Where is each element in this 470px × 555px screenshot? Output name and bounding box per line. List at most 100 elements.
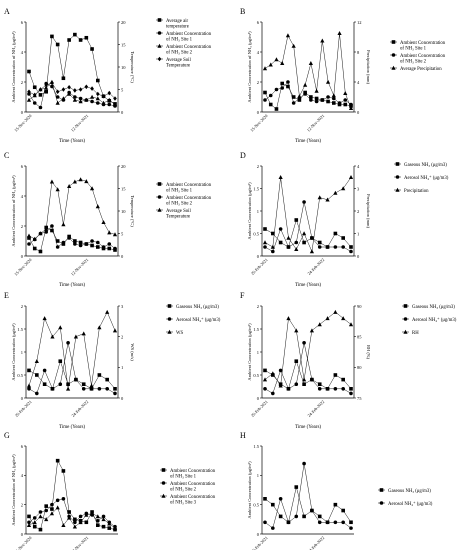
- data-point: [55, 245, 60, 249]
- y-tick-label: 4: [21, 194, 24, 199]
- legend-entry: Ambient Concentration of NH₃ Site 2: [156, 195, 212, 206]
- series-line: [28, 179, 116, 240]
- data-point: [278, 240, 283, 245]
- data-point: [320, 98, 325, 102]
- data-point: [55, 458, 60, 463]
- legend-marker: [403, 329, 408, 334]
- x-tick-label: 15-Nov-2020: [249, 113, 269, 133]
- legend-label: Gaseous NH₃ (μg/m3): [388, 489, 431, 494]
- y2-axis-label: WS (m/s): [130, 343, 135, 361]
- data-point: [44, 517, 49, 522]
- data-point: [349, 520, 353, 525]
- data-point: [61, 87, 66, 92]
- data-point: [280, 86, 285, 90]
- y-tick-label: 0.5: [253, 502, 259, 507]
- series-2: [27, 497, 117, 529]
- series-3: [26, 505, 118, 530]
- y-tick-label: 1: [257, 350, 259, 355]
- data-point: [263, 387, 267, 391]
- data-point: [50, 224, 54, 228]
- y2-tick-label: 4: [357, 164, 360, 169]
- data-point: [286, 84, 290, 89]
- legend-entry: Average Soil Temperature: [156, 207, 191, 219]
- legend-entry: Ambient Concentration of NH₃ Site 2: [160, 481, 216, 492]
- legend-label: Average Precipitation: [400, 67, 442, 72]
- data-point: [55, 187, 60, 192]
- data-point: [84, 35, 89, 40]
- data-point: [331, 93, 336, 98]
- panel-a: A 0 2 4 6 0 5 10 15 20 Ambient Concentration of NH…: [4, 7, 212, 144]
- x-axis-label: Time (Years): [59, 283, 85, 288]
- series-1: [27, 225, 117, 254]
- legend-entry: Average Precipitation: [390, 65, 442, 72]
- data-point: [105, 387, 109, 391]
- y2-tick-label: 1: [357, 231, 359, 236]
- legend-marker: [157, 56, 162, 62]
- data-point: [302, 240, 306, 245]
- data-point: [343, 91, 348, 96]
- data-point: [349, 391, 353, 396]
- y2-axis-label: Temperature (°C): [130, 51, 135, 83]
- x-tick-label: 15-Nov-2020: [13, 113, 33, 133]
- series-line: [264, 201, 352, 252]
- series-line: [264, 487, 352, 523]
- data-point: [107, 102, 112, 107]
- data-point: [67, 38, 71, 42]
- data-point: [101, 514, 106, 519]
- legend-entry: RH: [402, 329, 419, 336]
- legend-entry: Aerosol NH₄⁺ (μg/m3): [402, 317, 457, 323]
- data-point: [303, 82, 308, 87]
- panel-label: D: [240, 151, 246, 160]
- series-4: [27, 80, 117, 101]
- panel-label: B: [240, 7, 245, 16]
- data-point: [310, 236, 314, 240]
- y-tick-label: 0: [257, 254, 260, 259]
- data-point: [96, 519, 100, 523]
- data-point: [113, 387, 117, 391]
- data-point: [325, 245, 330, 249]
- y-tick-label: 0: [21, 532, 24, 537]
- data-point: [294, 359, 299, 363]
- y-tick-label: 0.5: [253, 373, 259, 378]
- data-point: [302, 514, 306, 519]
- data-point: [72, 179, 77, 184]
- data-point: [32, 516, 37, 520]
- data-point: [50, 34, 54, 39]
- series-line: [264, 342, 352, 394]
- data-point: [27, 89, 31, 95]
- data-point: [81, 387, 86, 391]
- panel-g: G 0 2 4 6 Ambient Concentration of NH₃ (μg/m³…: [4, 431, 216, 555]
- data-point: [81, 382, 86, 386]
- y-tick-label: 0: [257, 396, 260, 401]
- legend-label: Precipitation: [404, 189, 429, 194]
- data-point: [280, 61, 285, 66]
- data-point: [32, 92, 37, 98]
- data-point: [96, 240, 100, 245]
- y-tick-label: 4: [21, 473, 24, 478]
- y-axis-label: Ambient Concentration of NH₃ (μg/m³): [11, 175, 16, 247]
- series-1: [263, 359, 353, 391]
- data-point: [302, 382, 306, 386]
- data-point: [286, 520, 291, 525]
- y2-tick-label: 2: [357, 209, 359, 214]
- data-point: [89, 511, 95, 516]
- legend-marker: [161, 493, 166, 498]
- legend-marker: [157, 43, 162, 48]
- data-point: [325, 520, 330, 525]
- panel-d: D 0 0.5 1 1.5 2 0 1 2 3 4 Ambient Concentration (μg…: [240, 151, 449, 288]
- data-point: [73, 242, 77, 246]
- data-point: [263, 368, 267, 373]
- data-point: [303, 92, 307, 96]
- data-point: [50, 387, 55, 391]
- panel-label: H: [240, 431, 246, 440]
- data-point: [271, 502, 275, 507]
- data-point: [274, 87, 279, 92]
- y-tick-label: 0.5: [253, 231, 259, 236]
- legend-marker: [157, 195, 162, 199]
- data-point: [333, 309, 338, 314]
- data-point: [73, 239, 77, 243]
- data-point: [73, 334, 79, 339]
- data-point: [61, 240, 66, 245]
- data-point: [105, 377, 109, 382]
- data-point: [55, 95, 60, 99]
